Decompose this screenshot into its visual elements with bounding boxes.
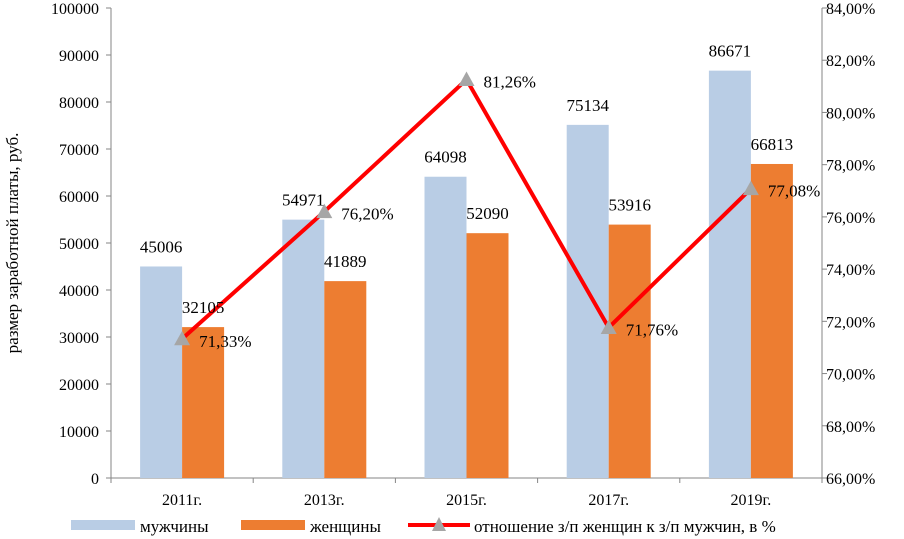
y-axis-title: размер заработной платы, руб. [3,133,22,354]
y2-tick-label: 66,00% [826,471,875,488]
x-tick-label: 2017г. [588,492,629,509]
y-tick-label: 80000 [59,95,99,112]
bar-women-label: 32105 [182,298,225,317]
bar-women [466,233,509,478]
bar-men-label: 54971 [282,191,325,210]
legend-women-label: женщины [309,517,381,536]
x-tick-label: 2019г. [731,492,772,509]
bars [140,70,793,479]
ratio-marker [174,330,191,346]
ratio-label: 71,76% [626,321,678,340]
bar-women-label: 53916 [608,196,651,215]
ratio-marker [316,203,333,219]
ratio-label: 71,33% [199,332,251,351]
y2-tick-label: 80,00% [826,105,875,122]
y-tick-label: 10000 [59,424,99,441]
bar-men [282,219,325,479]
y-tick-label: 90000 [59,48,99,65]
legend-ratio-label: отношение з/п женщин к з/п мужчин, в % [474,517,776,536]
bar-men-label: 64098 [424,148,467,167]
y2-tick-label: 72,00% [826,314,875,331]
x-tick-label: 2011г. [162,492,202,509]
y-tick-label: 40000 [59,283,99,300]
ratio-label: 76,20% [341,205,393,224]
bar-women [608,224,651,478]
y2-tick-label: 68,00% [826,419,875,436]
legend-men-label: мужчины [140,517,209,536]
y2-tick-label: 74,00% [826,262,875,279]
ratio-marker [458,71,475,86]
bar-men [708,70,751,478]
bar-men-label: 45006 [140,237,183,256]
y2-tick-label: 78,00% [826,158,875,175]
bar-women-label: 66813 [751,135,794,154]
legend: мужчины женщины отношение з/п женщин к з/п… [71,517,776,536]
y2-tick-label: 70,00% [826,367,875,384]
y2-tick-label: 84,00% [826,1,875,18]
axes: 0 10000 20000 30000 40000 50000 60000 70000 8000… [3,1,875,509]
bar-women [750,163,793,479]
ratio-line [174,71,759,346]
bar-women [182,327,225,478]
y2-tick-label: 76,00% [826,210,875,227]
ratio-marker [742,180,759,196]
y-tick-label: 70000 [59,142,99,159]
y-tick-label: 30000 [59,330,99,347]
ratio-label: 77,08% [768,182,820,201]
bar-women [324,281,367,478]
ratio-label: 81,26% [484,73,536,92]
legend-men-swatch [71,520,135,530]
y-tick-label: 0 [91,471,99,488]
ratio-marker [600,319,617,334]
x-tick-label: 2015г. [446,492,487,509]
y2-tick-label: 82,00% [826,53,875,70]
bar-women-label: 52090 [466,204,509,223]
y-tick-label: 60000 [59,189,99,206]
y-tick-label: 50000 [59,236,99,253]
y-tick-label: 20000 [59,377,99,394]
legend-women-swatch [241,520,305,530]
bar-men-label: 75134 [566,96,609,115]
bar-men [140,266,183,478]
data-labels: 45006 54971 64098 75134 86671 32105 41889 52090… [140,42,820,351]
bar-men [424,176,467,479]
x-tick-label: 2013г. [304,492,345,509]
legend-ratio-marker [432,517,446,531]
y-tick-label: 100000 [51,1,99,18]
bar-men [566,124,609,478]
bar-men-label: 86671 [709,42,752,61]
bar-women-label: 41889 [324,252,367,271]
